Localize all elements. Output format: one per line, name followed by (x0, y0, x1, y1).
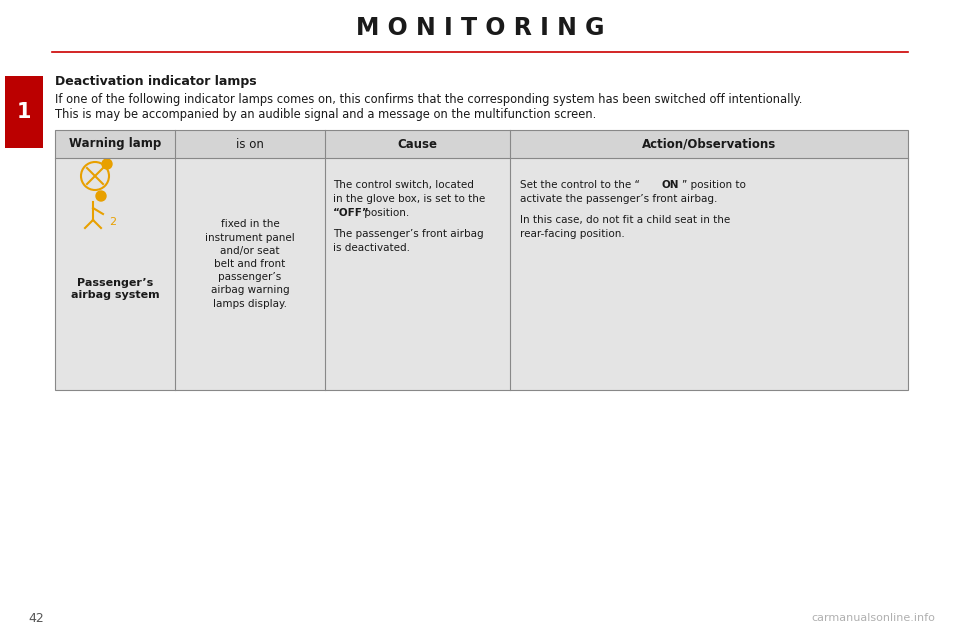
Text: The control switch, located: The control switch, located (333, 180, 474, 190)
Text: activate the passenger’s front airbag.: activate the passenger’s front airbag. (520, 194, 717, 204)
Text: Deactivation indicator lamps: Deactivation indicator lamps (55, 75, 256, 88)
Text: ” position to: ” position to (682, 180, 746, 190)
Text: 2: 2 (109, 217, 116, 227)
Text: Action/Observations: Action/Observations (642, 138, 776, 150)
Text: In this case, do not fit a child seat in the: In this case, do not fit a child seat in… (520, 215, 731, 225)
Text: Set the control to the “: Set the control to the “ (520, 180, 640, 190)
Bar (55, 158, 908, 390)
Bar (55, 130, 908, 390)
Text: fixed in the
instrument panel
and/or seat
belt and front
passenger’s
airbag warn: fixed in the instrument panel and/or sea… (205, 220, 295, 308)
Text: is deactivated.: is deactivated. (333, 243, 410, 253)
Text: If one of the following indicator lamps comes on, this confirms that the corresp: If one of the following indicator lamps … (55, 93, 803, 106)
Circle shape (96, 191, 106, 201)
Bar (5, 76, 43, 148)
Text: ON: ON (662, 180, 680, 190)
Circle shape (102, 159, 112, 169)
Text: rear-facing position.: rear-facing position. (520, 229, 625, 239)
Text: 1: 1 (16, 102, 32, 122)
Text: M O N I T O R I N G: M O N I T O R I N G (356, 16, 604, 40)
Text: Warning lamp: Warning lamp (69, 138, 161, 150)
Text: “OFF”: “OFF” (333, 208, 370, 218)
Text: is on: is on (236, 138, 264, 150)
Text: in the glove box, is set to the: in the glove box, is set to the (333, 194, 485, 204)
Text: 42: 42 (28, 611, 44, 625)
Bar (55, 130, 908, 158)
Text: This is may be accompanied by an audible signal and a message on the multifuncti: This is may be accompanied by an audible… (55, 108, 596, 121)
Text: The passenger’s front airbag: The passenger’s front airbag (333, 229, 484, 239)
Text: Cause: Cause (397, 138, 438, 150)
Text: Passenger’s
airbag system: Passenger’s airbag system (71, 278, 159, 300)
Text: position.: position. (361, 208, 409, 218)
Text: carmanualsonline.info: carmanualsonline.info (811, 613, 935, 623)
